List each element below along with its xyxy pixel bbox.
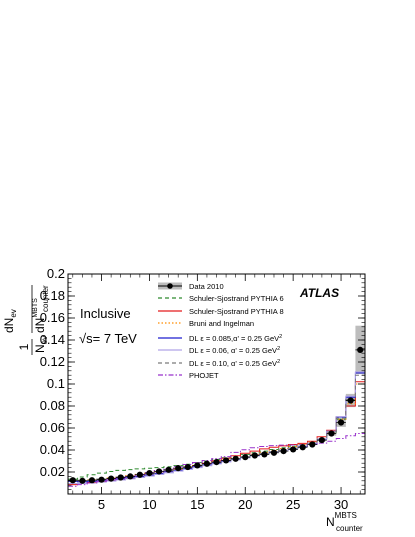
x-axis-label: NMBTS counter — [326, 511, 363, 533]
data-point — [328, 430, 335, 437]
data-point — [280, 448, 287, 455]
ylabel-frac1-den: Nev — [33, 336, 49, 353]
y-tick-label: 0.18 — [40, 288, 65, 303]
annotation-energy: √s= 7 TeV — [79, 331, 137, 346]
y-tick-label: 0.1 — [47, 376, 65, 391]
data-point — [127, 473, 134, 480]
legend: Data 2010 Schuler-Sjostrand PYTHIA 6 Schul… — [158, 282, 284, 380]
data-point — [222, 457, 230, 464]
legend-label: DL ε = 0.10, α' = 0.25 GeV2 — [189, 359, 280, 368]
ylabel-frac2-den: dNMBTS counter — [32, 285, 50, 333]
data-point — [108, 475, 115, 482]
y-tick-label: 0.12 — [40, 354, 65, 369]
data-point — [357, 346, 364, 353]
data-point — [347, 397, 354, 404]
data-point — [318, 437, 325, 444]
x-tick-label: 15 — [190, 497, 204, 512]
legend-label: PHOJET — [189, 371, 219, 380]
y-tick-label: 0.02 — [40, 464, 65, 479]
legend-label: Data 2010 — [189, 282, 224, 291]
data-point — [79, 477, 86, 484]
y-tick-label: 0.16 — [40, 310, 65, 325]
x-tick-label: 30 — [334, 497, 348, 512]
data-point — [270, 449, 278, 456]
data-point — [165, 466, 172, 473]
data-point — [69, 477, 76, 484]
annotation-inclusive: Inclusive — [80, 306, 131, 321]
legend-label: Schuler-Sjostrand PYTHIA 8 — [189, 307, 284, 316]
legend-swatch-marker — [167, 283, 173, 289]
y-tick-label: 0.2 — [47, 266, 65, 281]
data-point — [213, 459, 220, 466]
ylabel-frac1-num: 1 — [17, 343, 31, 350]
svg-text:√s= 7 TeV: √s= 7 TeV — [79, 331, 137, 346]
sqrt-s: √s — [79, 331, 93, 346]
data-point — [290, 446, 297, 453]
data-point — [337, 419, 345, 426]
y-tick-label: 0.04 — [40, 442, 65, 457]
x-tick-label: 10 — [142, 497, 156, 512]
legend-label: Schuler-Sjostrand PYTHIA 6 — [189, 294, 284, 303]
x-tick-label: 5 — [98, 497, 105, 512]
series-line — [68, 433, 366, 494]
data-point — [203, 460, 211, 467]
data-point — [251, 452, 258, 459]
data-point — [88, 477, 96, 484]
data-point — [299, 444, 306, 451]
data-point — [194, 462, 201, 469]
data-point — [146, 470, 153, 477]
data-point — [117, 474, 124, 481]
annotation-atlas: ATLAS — [299, 286, 339, 300]
data-point — [155, 468, 163, 475]
axes: 0.02 0.04 0.06 0.08 0.1 0.12 0.14 0.16 0.18 0.2 5 1… — [40, 266, 366, 512]
data-points-layer — [68, 346, 365, 484]
data-point — [175, 465, 182, 472]
legend-label: DL ε = 0.06, α' = 0.25 GeV2 — [189, 346, 280, 355]
data-point — [184, 463, 191, 471]
y-tick-label: 0.08 — [40, 398, 65, 413]
legend-label: Bruni and Ingelman — [189, 319, 254, 328]
data-point — [309, 441, 316, 448]
y-axis-label: 1 Nev dNev dNMBTS counter — [2, 285, 50, 355]
legend-label: DL ε = 0.085,α' = 0.25 GeV2 — [189, 334, 282, 343]
energy-value: = 7 TeV — [93, 331, 138, 346]
y-tick-label: 0.14 — [40, 332, 65, 347]
y-tick-label: 0.06 — [40, 420, 65, 435]
data-point — [232, 455, 239, 462]
x-tick-label: 25 — [286, 497, 300, 512]
data-point — [261, 451, 268, 458]
data-point — [136, 471, 143, 478]
x-tick-label: 20 — [238, 497, 252, 512]
data-point — [242, 454, 249, 461]
data-point — [98, 476, 105, 483]
ylabel-frac2-num: dNev — [2, 309, 18, 333]
